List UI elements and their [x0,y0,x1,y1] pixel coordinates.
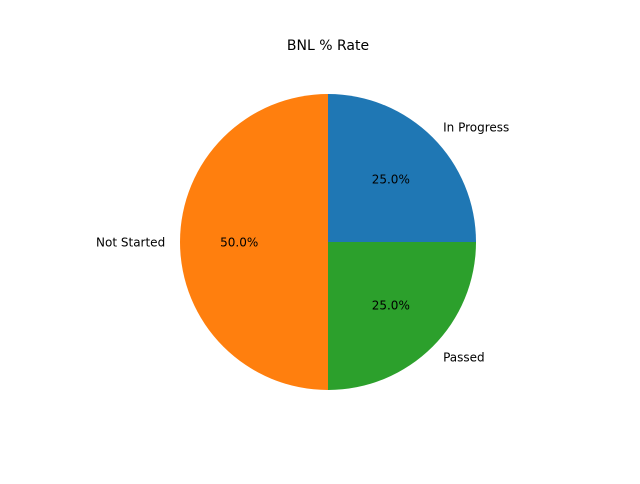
pie-slice-passed [328,242,476,390]
slice-label-not-started: Not Started [96,236,165,250]
pie-slice-not-started [180,94,328,390]
pie-slices [180,94,476,390]
slice-pct-in-progress: 25.0% [372,173,410,187]
slice-pct-passed: 25.0% [372,298,410,312]
pie-slice-in-progress [328,94,476,242]
slice-pct-not-started: 50.0% [220,236,258,250]
pie-labels: In Progress 25.0% Not Started 50.0% Passed 25… [96,120,509,364]
chart-title: BNL % Rate [287,38,369,54]
slice-label-in-progress: In Progress [443,120,509,134]
slice-label-passed: Passed [443,351,485,365]
